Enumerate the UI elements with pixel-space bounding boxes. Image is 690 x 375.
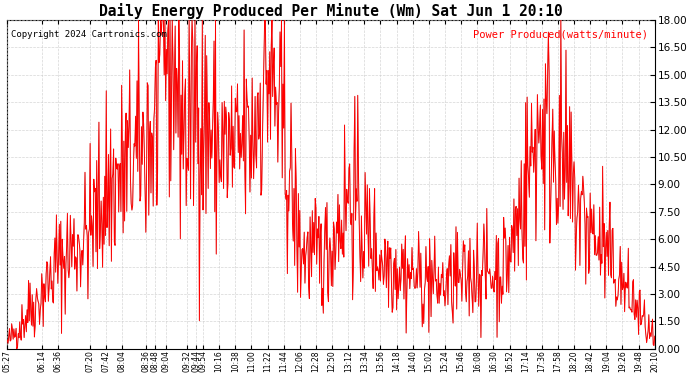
Text: Copyright 2024 Cartronics.com: Copyright 2024 Cartronics.com	[10, 30, 166, 39]
Title: Daily Energy Produced Per Minute (Wm) Sat Jun 1 20:10: Daily Energy Produced Per Minute (Wm) Sa…	[99, 3, 563, 19]
Text: Power Produced(watts/minute): Power Produced(watts/minute)	[473, 30, 648, 40]
